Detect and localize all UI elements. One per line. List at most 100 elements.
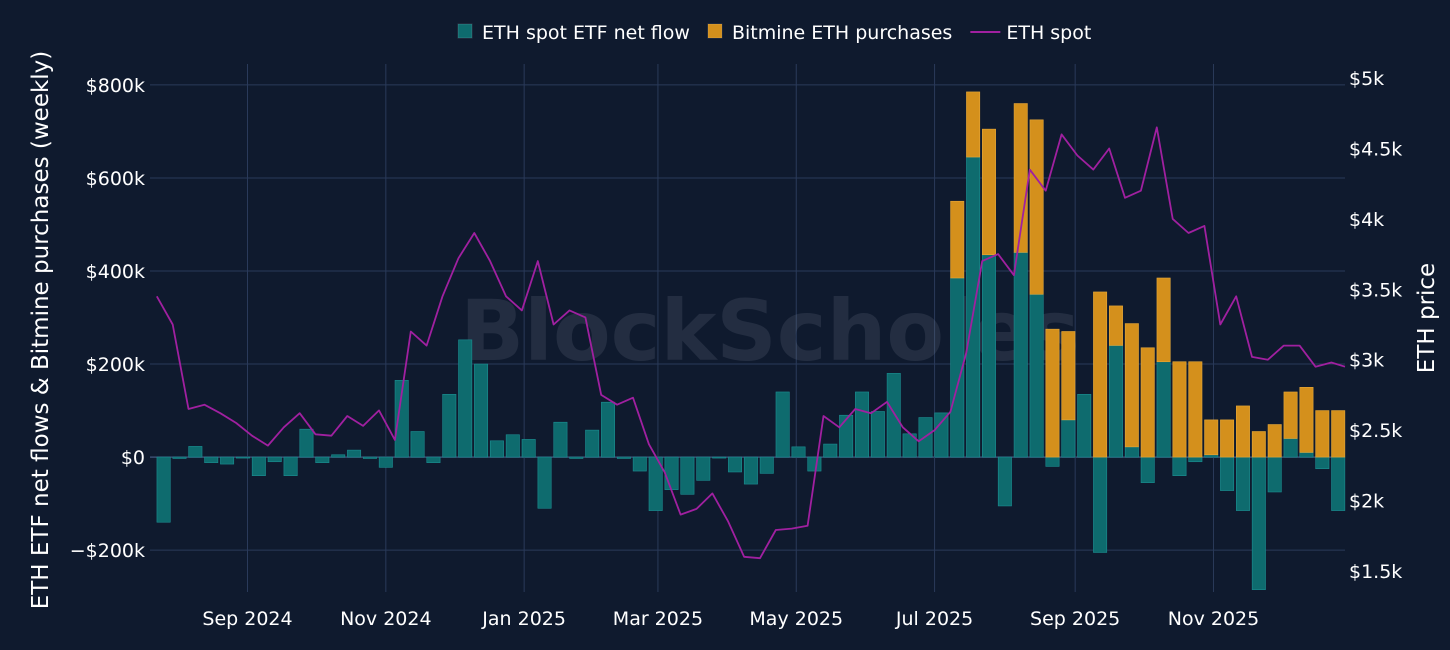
etf-flow-bar — [839, 414, 854, 458]
etf-flow-bar — [410, 431, 425, 458]
etf-flow-bar — [426, 456, 441, 463]
axes: −$200k $0 $200k $400k $600k $800k $1.5k $2k $2.5… — [70, 68, 1403, 630]
etf-flow-bar — [1235, 456, 1250, 511]
etf-flow-bar — [616, 456, 631, 459]
bitmine-purchase-bar — [1220, 419, 1235, 458]
bitmine-purchase-bar — [1283, 391, 1298, 439]
bitmine-purchase-bar — [1045, 328, 1060, 458]
etf-flow-bar — [807, 456, 822, 472]
right-tick-label: $1.5k — [1349, 561, 1402, 583]
bitmine-purchase-bar — [1331, 410, 1346, 458]
etf-flow-bar — [1283, 438, 1298, 458]
etf-flow-bar — [1267, 456, 1282, 493]
bitmine-purchase-bar — [1204, 419, 1219, 456]
etf-flow-bar — [331, 454, 346, 458]
etf-flow-bar — [220, 456, 235, 465]
bitmine-purchase-bar — [1315, 410, 1330, 458]
etf-flow-bar — [1315, 456, 1330, 470]
x-tick-label: Sep 2024 — [202, 608, 292, 630]
etf-flow-bar — [172, 456, 187, 459]
etf-flow-bar — [1251, 456, 1266, 590]
etf-flow-bar — [188, 446, 203, 458]
eth-spot-line — [156, 126, 1346, 560]
right-tick-label: $4k — [1349, 209, 1384, 231]
etf-flow-bar — [442, 393, 457, 458]
etf-flow-bar — [394, 380, 409, 458]
etf-flow-bar — [1140, 456, 1155, 483]
legend-label: ETH spot ETF net flow — [482, 22, 690, 44]
etf-flow-bar — [1093, 456, 1108, 553]
spot-line-layer — [156, 126, 1346, 560]
etf-flow-bar — [696, 456, 711, 481]
legend-swatch — [707, 23, 723, 39]
x-tick-label: Jul 2025 — [895, 608, 973, 630]
bitmine-purchase-bar — [950, 200, 965, 279]
bitmine-purchase-bar — [1251, 431, 1266, 458]
right-tick-label: $3k — [1349, 350, 1384, 372]
etf-flow-bar — [1013, 252, 1028, 458]
x-tick-label: Jan 2025 — [481, 608, 566, 630]
bitmine-purchase-bar — [966, 91, 981, 158]
etf-flow-bar — [982, 254, 996, 458]
x-tick-label: Nov 2025 — [1168, 608, 1259, 630]
etf-flow-bar — [664, 456, 679, 490]
etf-flow-bar — [886, 373, 901, 458]
etf-flow-bar — [1299, 452, 1314, 458]
etf-flow-bar — [299, 428, 314, 458]
etf-flow-bar — [474, 363, 489, 458]
etf-flow-bar — [934, 412, 949, 458]
etf-flow-bar — [489, 440, 504, 458]
etf-flow-bar — [680, 456, 695, 495]
etf-flow-bar — [156, 456, 171, 523]
bitmine-purchase-bar — [1267, 424, 1282, 458]
bitmine-purchase-bar — [1235, 405, 1250, 458]
bitmine-purchase-bar — [1188, 361, 1203, 458]
etf-flow-bar — [1061, 419, 1076, 458]
legend-label: Bitmine ETH purchases — [732, 22, 952, 44]
right-tick-label: $2k — [1349, 490, 1384, 512]
etf-flow-bar — [601, 401, 616, 458]
etf-flow-bar — [1204, 454, 1219, 458]
legend: ETH spot ETF net flow Bitmine ETH purchas… — [457, 22, 1091, 44]
etf-flow-bar — [823, 443, 838, 458]
etf-flow-bar — [743, 456, 758, 485]
etf-flow-bar — [1156, 361, 1171, 458]
etf-flow-bar — [1109, 345, 1123, 458]
etf-flow-bar — [362, 456, 377, 459]
x-tick-label: Nov 2024 — [340, 608, 431, 630]
etf-flow-bar — [1029, 293, 1044, 458]
etf-flow-bar — [553, 421, 568, 458]
etf-flow-bar — [728, 456, 742, 473]
etf-flow-bar — [775, 391, 790, 458]
etf-flow-bar — [997, 456, 1012, 507]
right-tick-label: $5k — [1349, 68, 1384, 90]
etf-flow-bar — [251, 456, 266, 477]
etf-flow-bar — [378, 456, 393, 468]
bitmine-purchase-bar — [982, 128, 996, 256]
etf-flow-bar — [1077, 393, 1092, 458]
etf-flow-bar — [1124, 446, 1139, 458]
x-tick-label: May 2025 — [749, 608, 843, 630]
etf-flow-bar — [1331, 456, 1346, 511]
etf-flow-bar — [458, 339, 473, 458]
bitmine-purchase-bar — [1013, 103, 1028, 253]
legend-label: ETH spot — [1006, 22, 1091, 44]
bitmine-purchase-bar — [1299, 387, 1314, 453]
etf-flow-bar — [632, 456, 647, 472]
x-tick-label: Mar 2025 — [613, 608, 703, 630]
bitmine-purchase-bar — [1140, 347, 1155, 458]
etf-flow-bar — [791, 446, 806, 458]
bitmine-purchase-bar — [1109, 305, 1123, 346]
etf-flow-bar — [236, 456, 250, 459]
x-tick-label: Sep 2025 — [1030, 608, 1120, 630]
etf-flow-bar — [1172, 456, 1187, 477]
bitmine-purchase-bar — [1156, 277, 1171, 363]
etf-flow-bar — [1045, 456, 1060, 467]
right-tick-label: $4.5k — [1349, 138, 1402, 160]
left-tick-label: $400k — [86, 261, 145, 283]
etf-flow-bar — [267, 456, 282, 463]
etf-flow-bar — [315, 456, 330, 463]
right-tick-label: $2.5k — [1349, 420, 1402, 442]
